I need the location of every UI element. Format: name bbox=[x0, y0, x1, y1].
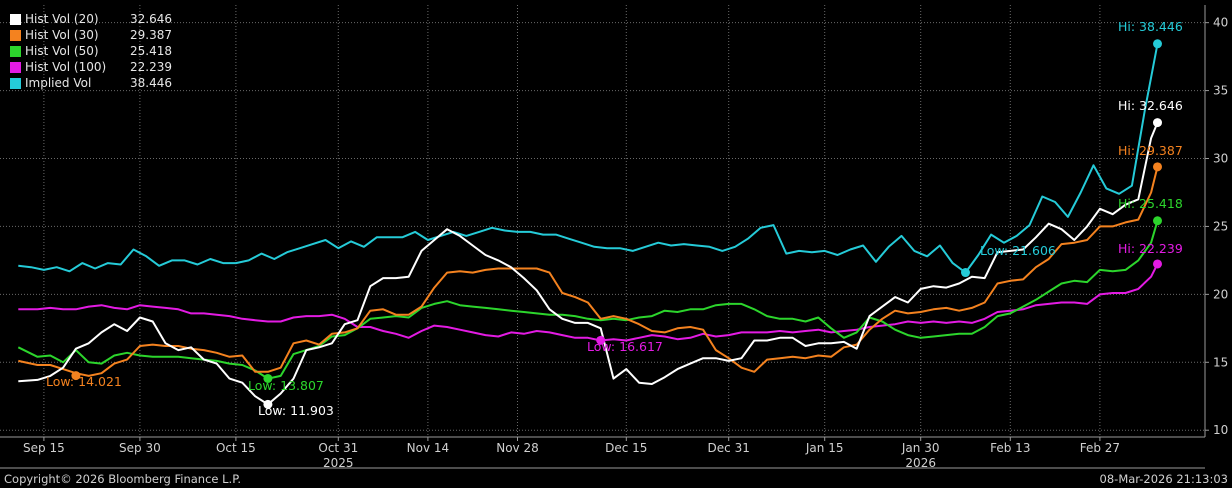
low-marker-0 bbox=[263, 399, 273, 409]
legend-label: Hist Vol (20) bbox=[25, 12, 99, 26]
high-marker-1 bbox=[1153, 162, 1162, 172]
high-marker-0 bbox=[1153, 118, 1162, 128]
y-tick-label: 10 bbox=[1213, 423, 1228, 437]
high-marker-4 bbox=[1153, 39, 1162, 49]
series-line-3 bbox=[18, 263, 1159, 342]
legend-value: 25.418 bbox=[130, 44, 172, 58]
legend: Hist Vol (20) 32.646 Hist Vol (30) 29.38… bbox=[10, 11, 172, 91]
year-label: 2026 bbox=[905, 456, 936, 470]
legend-value: 32.646 bbox=[130, 12, 172, 26]
high-label-3: Hi: 22.239 bbox=[1118, 241, 1183, 256]
y-tick-label: 20 bbox=[1213, 287, 1228, 301]
y-tick-label: 40 bbox=[1213, 16, 1228, 30]
low-label-2: Low: 13.807 bbox=[248, 378, 324, 393]
legend-item-hv20[interactable]: Hist Vol (20) 32.646 bbox=[10, 11, 172, 27]
copyright-text: Copyright© 2026 Bloomberg Finance L.P. bbox=[4, 472, 241, 486]
high-marker-3 bbox=[1153, 259, 1162, 269]
x-tick-label: Jan 15 bbox=[805, 441, 844, 455]
legend-item-implied[interactable]: Implied Vol 38.446 bbox=[10, 75, 172, 91]
high-label-1: Hi: 29.387 bbox=[1118, 143, 1183, 158]
x-tick-label: Sep 30 bbox=[119, 441, 161, 455]
y-tick-label: 35 bbox=[1213, 84, 1228, 98]
x-tick-label: Sep 15 bbox=[23, 441, 65, 455]
legend-item-hv100[interactable]: Hist Vol (100) 22.239 bbox=[10, 59, 172, 75]
x-tick-label: Oct 31 bbox=[318, 441, 358, 455]
timestamp-text: 08-Mar-2026 21:13:03 bbox=[1099, 472, 1228, 486]
x-tick-label: Dec 15 bbox=[605, 441, 647, 455]
legend-value: 38.446 bbox=[130, 76, 172, 90]
y-tick-label: 15 bbox=[1213, 355, 1228, 369]
legend-value: 22.239 bbox=[130, 60, 172, 74]
high-marker-2 bbox=[1153, 216, 1162, 226]
x-tick-label: Feb 27 bbox=[1080, 441, 1120, 455]
legend-swatch-hv100 bbox=[10, 61, 21, 73]
low-marker-2 bbox=[263, 373, 273, 383]
high-label-4: Hi: 38.446 bbox=[1118, 19, 1183, 34]
y-tick-label: 30 bbox=[1213, 152, 1228, 166]
legend-value: 29.387 bbox=[130, 28, 172, 42]
legend-swatch-hv30 bbox=[10, 29, 21, 41]
x-tick-label: Nov 28 bbox=[496, 441, 539, 455]
x-tick-label: Jan 30 bbox=[901, 441, 940, 455]
low-label-3: Low: 16.617 bbox=[587, 339, 663, 354]
year-label: 2025 bbox=[323, 456, 354, 470]
legend-swatch-hv50 bbox=[10, 45, 21, 57]
series-line-1 bbox=[18, 166, 1159, 377]
x-tick-label: Oct 15 bbox=[216, 441, 256, 455]
low-label-0: Low: 11.903 bbox=[258, 403, 334, 418]
high-label-2: Hi: 25.418 bbox=[1118, 196, 1183, 211]
legend-item-hv30[interactable]: Hist Vol (30) 29.387 bbox=[10, 27, 172, 43]
y-tick-label: 25 bbox=[1213, 219, 1228, 233]
low-marker-3 bbox=[596, 335, 606, 345]
low-label-1: Low: 14.021 bbox=[46, 374, 122, 389]
legend-swatch-implied bbox=[10, 77, 21, 89]
low-label-4: Low: 21.606 bbox=[980, 243, 1056, 258]
low-marker-1 bbox=[71, 371, 81, 381]
legend-item-hv50[interactable]: Hist Vol (50) 25.418 bbox=[10, 43, 172, 59]
x-tick-label: Feb 13 bbox=[990, 441, 1030, 455]
x-tick-label: Dec 31 bbox=[708, 441, 750, 455]
series-line-2 bbox=[17, 220, 1159, 380]
legend-label: Hist Vol (100) bbox=[25, 60, 107, 74]
series-line-0 bbox=[18, 122, 1159, 406]
legend-swatch-hv20 bbox=[10, 13, 21, 25]
x-tick-label: Nov 14 bbox=[407, 441, 450, 455]
legend-label: Hist Vol (30) bbox=[25, 28, 99, 42]
high-label-0: Hi: 32.646 bbox=[1118, 98, 1183, 113]
legend-label: Hist Vol (50) bbox=[25, 44, 99, 58]
legend-label: Implied Vol bbox=[25, 76, 92, 90]
low-marker-4 bbox=[961, 268, 970, 278]
